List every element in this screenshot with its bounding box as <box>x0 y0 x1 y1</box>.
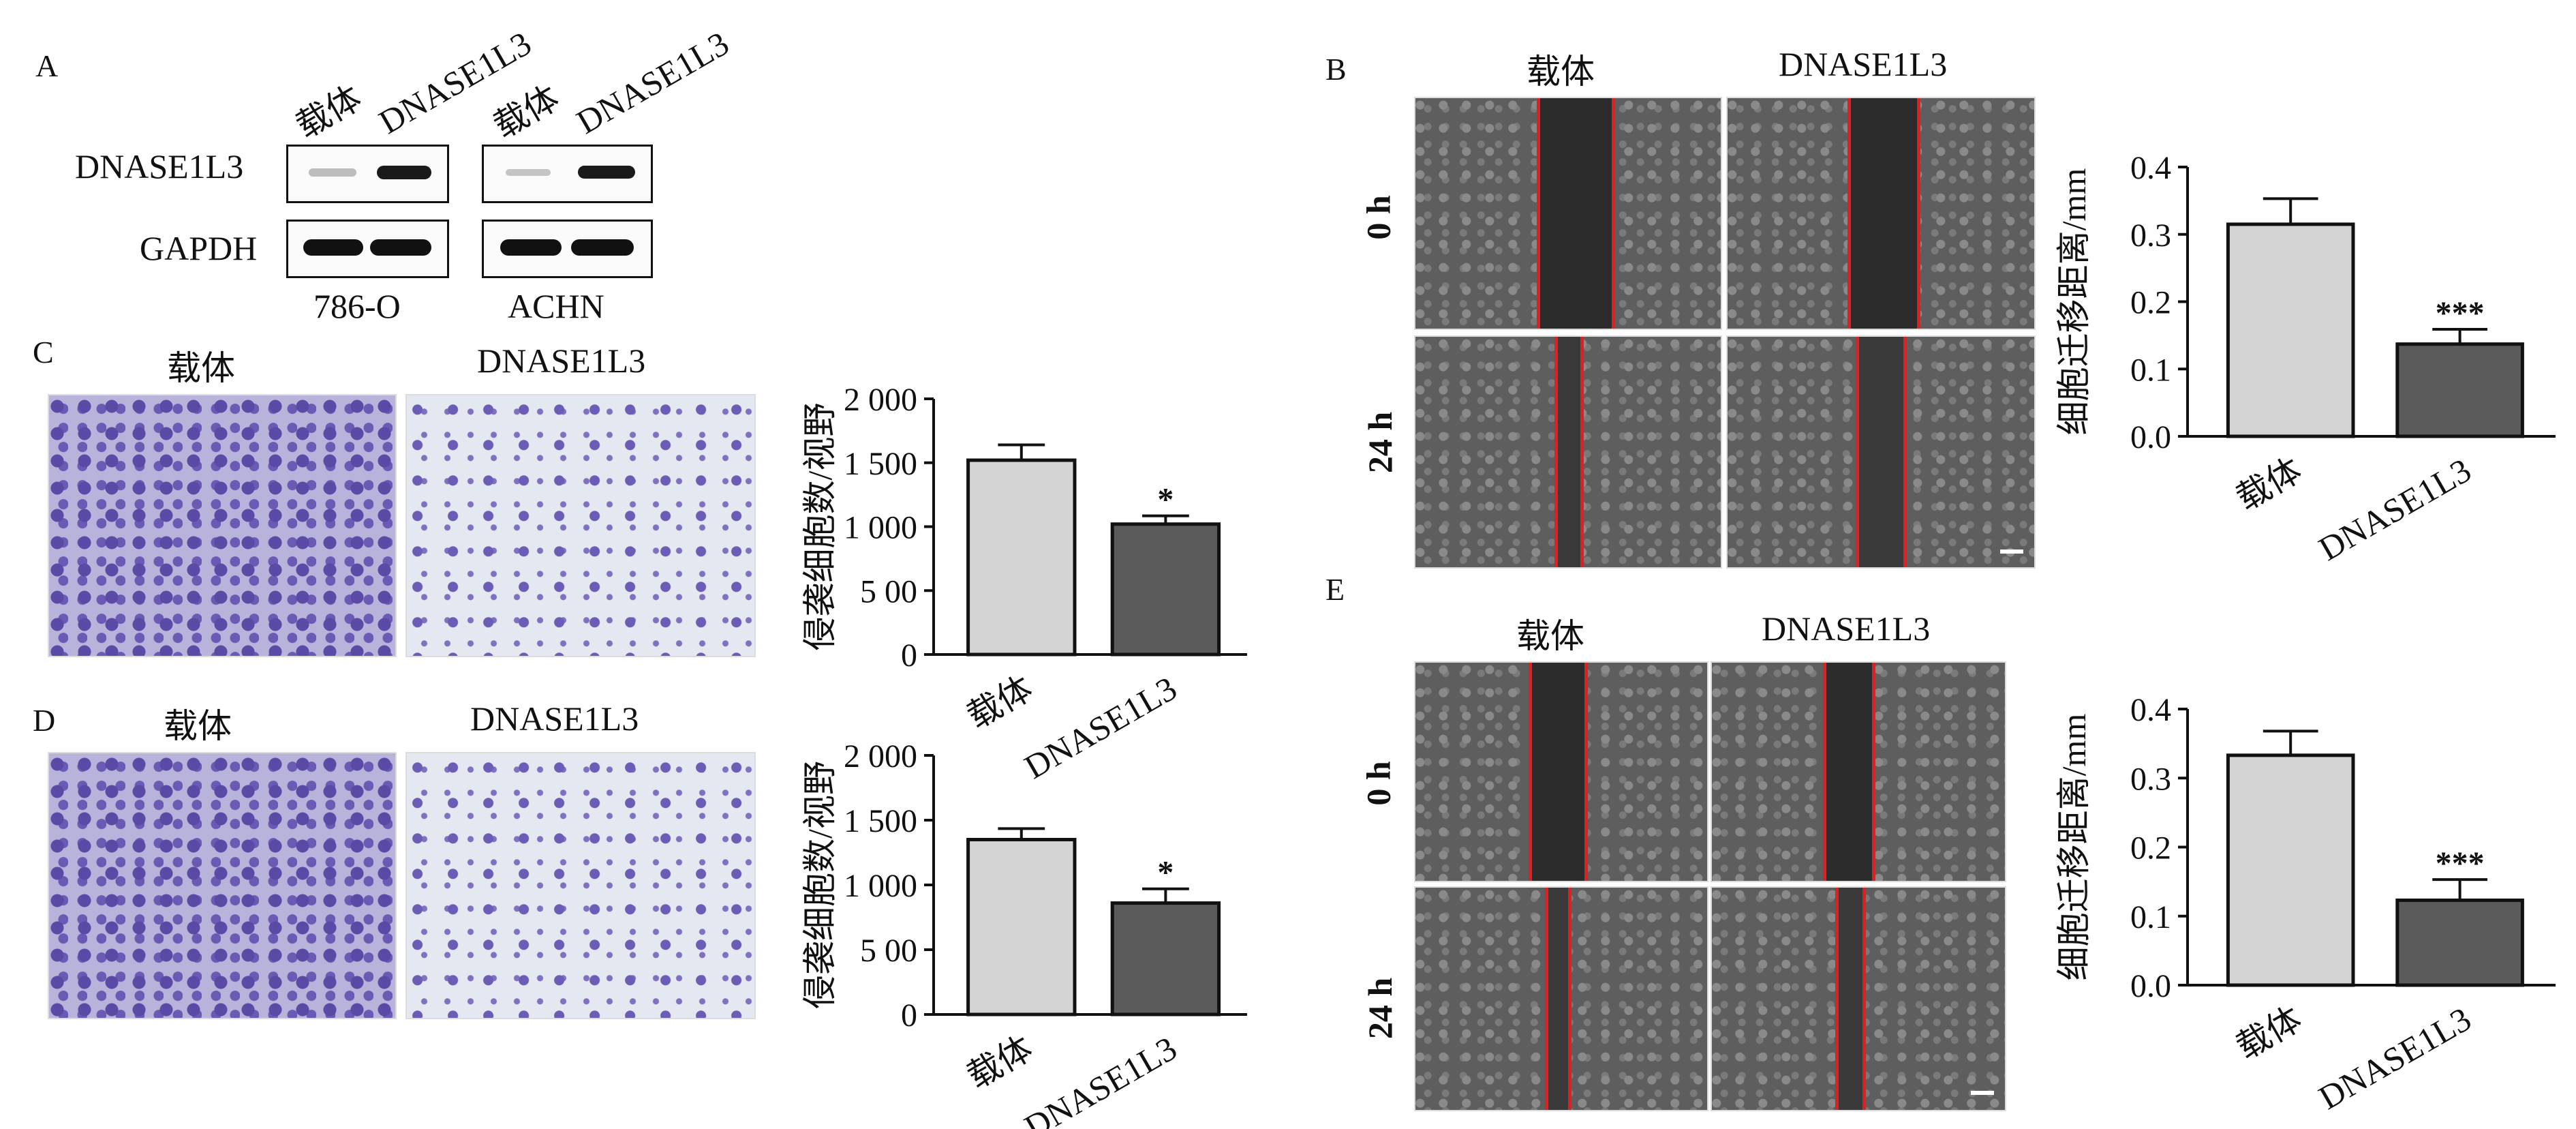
e-photo-treated-24h <box>1711 886 2006 1111</box>
blot-row-label-gapdh: GAPDH <box>140 229 258 267</box>
d-y-tick-label: 1 500 <box>844 803 917 839</box>
panel-label-a: A <box>35 48 59 83</box>
cell-line-786o: 786-O <box>313 287 401 325</box>
blot-achn-target <box>482 145 653 203</box>
b-col-header-vector: 载体 <box>1527 52 1595 91</box>
d-bar-1 <box>966 838 1077 1017</box>
scale-bar <box>1971 1091 1994 1095</box>
c-photo-treated <box>405 394 756 657</box>
d-photo-treated <box>405 752 756 1019</box>
e-photo-vector-0h <box>1414 661 1708 882</box>
d-y-tick-label: 5 00 <box>860 933 917 969</box>
d-photo-vector <box>48 752 397 1019</box>
b-photo-treated-24h <box>1726 335 2036 569</box>
e-bar-2 <box>2395 898 2524 987</box>
c-col-header-treated: DNASE1L3 <box>477 342 646 380</box>
c-y-tick-label: 0 <box>901 637 917 674</box>
c-bar-2 <box>1110 522 1221 657</box>
c-y-tick-label: 1 500 <box>844 446 917 482</box>
b-y-axis-label: 细胞迁移距离/mm <box>2055 168 2093 436</box>
blot-achn-gapdh <box>482 220 653 278</box>
panel-label-c: C <box>33 335 54 370</box>
e-col-header-vector: 载体 <box>1516 617 1584 655</box>
c-significance-mark: * <box>1157 482 1174 518</box>
d-y-axis-label: 侵袭细胞数/视野 <box>801 761 839 1009</box>
b-photo-vector-24h <box>1414 335 1722 569</box>
d-col-header-vector: 载体 <box>164 707 232 745</box>
e-y-tick-label: 0.2 <box>2130 830 2171 867</box>
e-y-tick-label: 0.1 <box>2130 899 2171 935</box>
panel-label-b: B <box>1325 52 1347 87</box>
b-significance-mark: *** <box>2436 295 2485 331</box>
e-photo-treated-0h <box>1711 661 2006 882</box>
e-y-tick-label: 0.4 <box>2130 692 2171 728</box>
cell-line-achn: ACHN <box>508 287 604 325</box>
b-y-tick-label: 0.4 <box>2130 150 2171 186</box>
c-photo-vector <box>48 394 397 657</box>
e-photo-vector-24h <box>1414 886 1708 1111</box>
d-col-header-treated: DNASE1L3 <box>470 699 639 738</box>
c-col-header-vector: 载体 <box>167 349 235 387</box>
b-y-tick-label: 0.2 <box>2130 285 2171 321</box>
b-photo-treated-0h <box>1726 97 2036 330</box>
d-significance-mark: * <box>1157 855 1174 891</box>
c-y-tick-label: 2 000 <box>844 382 917 418</box>
b-bar-2 <box>2395 342 2524 438</box>
b-col-header-treated: DNASE1L3 <box>1779 45 1948 83</box>
scale-bar <box>2000 550 2023 554</box>
e-y-tick-label: 0.0 <box>2130 968 2171 1004</box>
d-y-tick-label: 0 <box>901 997 917 1034</box>
e-category-label-2: DNASE1L3 <box>2312 999 2477 1117</box>
d-bar-2 <box>1110 901 1221 1017</box>
c-y-axis-label: 侵袭细胞数/视野 <box>801 403 839 651</box>
panel-label-d: D <box>33 703 56 738</box>
blot-row-label-target: DNASE1L3 <box>75 147 244 185</box>
b-photo-vector-0h <box>1414 97 1722 330</box>
e-bar-1 <box>2226 753 2355 987</box>
b-y-tick-label: 0.3 <box>2130 217 2171 254</box>
c-y-tick-label: 5 00 <box>860 573 917 609</box>
e-category-label-1: 载体 <box>2230 999 2308 1066</box>
b-y-tick-label: 0.1 <box>2130 352 2171 388</box>
e-col-header-treated: DNASE1L3 <box>1762 609 1931 648</box>
e-y-tick-label: 0.3 <box>2130 761 2171 797</box>
e-y-axis-label: 细胞迁移距离/mm <box>2055 714 2093 981</box>
b-y-tick-label: 0.0 <box>2130 419 2171 455</box>
c-y-tick-label: 1 000 <box>844 510 917 546</box>
c-bar-1 <box>966 458 1077 657</box>
panel-label-e: E <box>1325 572 1345 607</box>
blot-786o-gapdh <box>286 220 449 278</box>
d-y-tick-label: 1 000 <box>844 868 917 904</box>
blot-786o-target <box>286 145 449 203</box>
d-y-tick-label: 2 000 <box>844 738 917 774</box>
e-significance-mark: *** <box>2436 845 2485 882</box>
